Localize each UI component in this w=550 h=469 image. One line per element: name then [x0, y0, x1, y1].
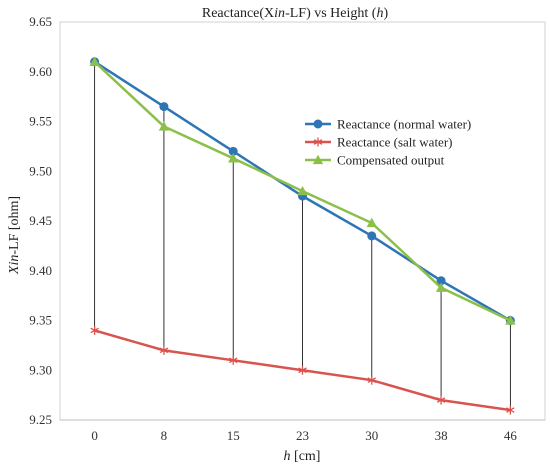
x-tick-label: 38 — [435, 428, 448, 443]
y-axis-label: Xin-LF [ohm] — [7, 196, 22, 275]
data-point — [159, 345, 169, 355]
y-tick-label: 9.65 — [29, 14, 52, 29]
marker-stroke — [367, 377, 377, 384]
data-point — [505, 315, 516, 325]
x-tick-label: 46 — [504, 428, 518, 443]
data-point — [158, 121, 170, 131]
series-layer — [89, 56, 516, 415]
legend-label: Reactance (normal water) — [337, 117, 471, 132]
marker-stroke — [298, 367, 307, 374]
chart-title-part-5: ) — [383, 6, 388, 21]
x-tick-label: 15 — [227, 428, 240, 443]
data-point — [228, 153, 239, 163]
data-point — [367, 231, 377, 241]
x-axis-label-var: h — [284, 449, 291, 464]
data-point — [312, 154, 324, 165]
legend-label: Compensated output — [337, 153, 445, 168]
data-point — [89, 56, 100, 66]
x-axis-label-unit: [cm] — [291, 449, 321, 464]
y-tick-label: 9.35 — [29, 313, 52, 328]
x-tick-label: 0 — [91, 428, 98, 443]
data-point — [435, 282, 447, 292]
y-axis-label-var: X — [7, 265, 22, 275]
legend-label: Reactance (salt water) — [337, 135, 452, 150]
chart-title-part-1: Reactance(X — [202, 6, 274, 21]
chart-title-part-2: in — [274, 6, 285, 21]
data-point — [436, 276, 446, 286]
y-tick-label: 9.40 — [29, 263, 52, 278]
x-tick-labels: 0 8 15 23 30 38 46 — [91, 428, 517, 443]
data-point — [90, 325, 99, 335]
marker-stroke — [506, 407, 515, 413]
data-point — [298, 365, 307, 375]
x-tick-label: 30 — [365, 428, 378, 443]
legend: Reactance (normal water) Reactance (salt … — [305, 117, 471, 168]
data-point — [366, 217, 377, 228]
data-point — [367, 375, 377, 385]
data-point — [313, 119, 323, 129]
y-tick-label: 9.50 — [29, 163, 52, 178]
y-axis-label-unit: -LF [ohm] — [7, 196, 22, 255]
y-tick-labels: 9.25 9.30 9.35 9.40 9.45 9.50 9.55 9.60 9.65 — [29, 14, 52, 427]
y-tick-label: 9.55 — [29, 114, 52, 129]
y-tick-label: 9.60 — [29, 64, 52, 79]
x-tick-label: 23 — [296, 428, 309, 443]
marker-stroke — [436, 397, 446, 403]
marker-stroke — [159, 347, 169, 354]
marker-stroke — [313, 139, 323, 145]
data-point — [436, 395, 446, 405]
x-axis-label: h [cm] — [284, 449, 321, 464]
chart-title: Reactance(Xin-LF) vs Height (h) — [202, 6, 389, 21]
x-tick-label: 8 — [161, 428, 168, 443]
data-point — [228, 355, 238, 365]
marker-stroke — [90, 327, 99, 334]
y-tick-label: 9.30 — [29, 362, 52, 377]
data-point — [313, 137, 323, 147]
data-point — [228, 146, 238, 156]
data-point — [159, 102, 169, 112]
y-tick-label: 9.25 — [29, 412, 52, 427]
y-tick-label: 9.45 — [29, 213, 52, 228]
drop-lines — [94, 61, 511, 411]
marker-stroke — [228, 357, 238, 364]
data-point — [297, 185, 308, 196]
data-point — [506, 405, 515, 415]
chart-title-part-3: -LF) vs Height ( — [285, 6, 377, 21]
y-axis-label-sub: in — [7, 255, 22, 266]
chart-title-part-4: h — [376, 6, 383, 21]
